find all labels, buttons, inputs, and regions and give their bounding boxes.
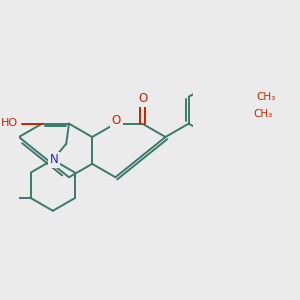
Text: CH₃: CH₃ — [256, 92, 275, 102]
Text: N: N — [50, 153, 58, 166]
Text: O: O — [252, 109, 261, 119]
Text: O: O — [112, 114, 121, 127]
Text: O: O — [139, 92, 148, 105]
Text: CH₃: CH₃ — [254, 109, 273, 119]
Text: HO: HO — [1, 118, 18, 128]
Text: O: O — [255, 92, 264, 102]
